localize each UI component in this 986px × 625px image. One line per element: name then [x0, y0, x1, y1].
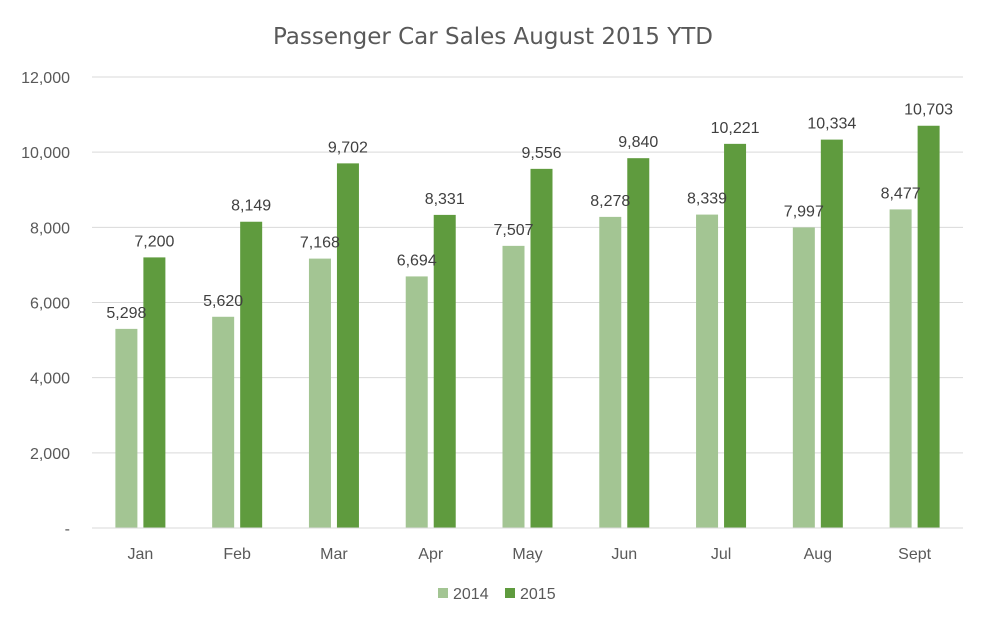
bars: [115, 125, 940, 529]
bar-2015-may: [530, 168, 553, 528]
y-tick-label: 2,000: [30, 446, 70, 463]
x-tick-label: Jan: [127, 546, 153, 563]
bar-2015-jul: [724, 143, 747, 528]
data-label-2015-may: 9,556: [521, 145, 561, 162]
data-label-2015-apr: 8,331: [425, 191, 465, 208]
y-tick-label: 6,000: [30, 296, 70, 313]
data-label-2014-apr: 6,694: [397, 252, 437, 269]
bar-2014-jan: [115, 328, 138, 528]
legend-swatch-2015: [505, 588, 515, 598]
y-axis: - 2,000 4,000 6,000 8,000 10,000 12,000: [21, 70, 70, 538]
data-label-2014-mar: 7,168: [300, 235, 340, 252]
y-tick-label: 4,000: [30, 371, 70, 388]
data-label-2015-jun: 9,840: [618, 134, 658, 151]
bar-2014-sept: [889, 209, 912, 529]
bar-2014-may: [502, 245, 525, 528]
gridlines: [92, 76, 963, 529]
x-tick-label: Feb: [223, 546, 251, 563]
bar-2014-feb: [212, 316, 235, 528]
legend-swatch-2014: [438, 588, 448, 598]
bar-2014-jun: [599, 216, 622, 528]
data-label-2015-feb: 8,149: [231, 198, 271, 215]
bar-2014-apr: [405, 276, 428, 528]
x-tick-label: Aug: [804, 546, 832, 563]
data-label-2014-sept: 8,477: [881, 185, 921, 202]
chart-title: Passenger Car Sales August 2015 YTD: [273, 24, 713, 50]
legend-label-2014: 2014: [453, 586, 489, 603]
x-tick-label: May: [512, 546, 542, 563]
data-label-2014-feb: 5,620: [203, 293, 243, 310]
data-label-2014-jan: 5,298: [106, 305, 146, 322]
x-tick-label: Apr: [418, 546, 444, 563]
y-tick-label: 12,000: [21, 70, 70, 87]
data-label-2014-jul: 8,339: [687, 191, 727, 208]
x-tick-label: Jun: [611, 546, 637, 563]
data-label-2015-mar: 9,702: [328, 139, 368, 156]
y-tick-label: 8,000: [30, 220, 70, 237]
data-labels: 5,298 7,200 5,620 8,149 7,168 9,702 6,694 8,331…: [106, 102, 953, 322]
bar-2015-jun: [627, 158, 650, 528]
y-tick-label: 10,000: [21, 145, 70, 162]
x-tick-label: Mar: [320, 546, 348, 563]
x-tick-label: Sept: [898, 546, 931, 563]
y-tick-label: -: [65, 521, 70, 538]
data-label-2014-may: 7,507: [493, 222, 533, 239]
data-label-2015-jul: 10,221: [711, 120, 760, 137]
bar-2015-jan: [143, 257, 166, 528]
bar-2015-aug: [820, 139, 843, 528]
legend-label-2015: 2015: [520, 586, 556, 603]
bar-2015-apr: [433, 214, 456, 528]
legend: 2014 2015: [438, 586, 556, 603]
data-label-2014-aug: 7,997: [784, 203, 824, 220]
data-label-2015-aug: 10,334: [807, 116, 856, 133]
x-tick-label: Jul: [711, 546, 731, 563]
bar-2014-jul: [696, 214, 719, 528]
data-label-2015-sept: 10,703: [904, 102, 953, 119]
bar-2015-feb: [240, 221, 263, 529]
x-axis: Jan Feb Mar Apr May Jun Jul Aug Sept: [92, 527, 963, 563]
bar-2015-mar: [336, 163, 359, 528]
bar-2015-sept: [917, 125, 940, 529]
data-label-2014-jun: 8,278: [590, 193, 630, 210]
bar-2014-aug: [792, 227, 815, 528]
bar-2014-mar: [308, 258, 331, 528]
data-label-2015-jan: 7,200: [134, 233, 174, 250]
